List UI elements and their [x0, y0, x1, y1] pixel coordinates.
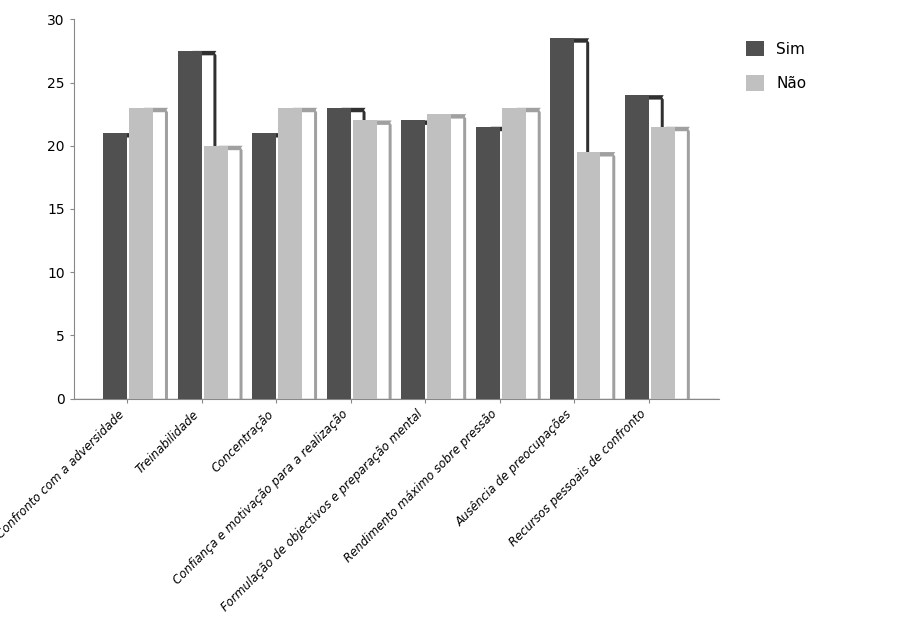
- Bar: [651, 127, 675, 399]
- Polygon shape: [216, 146, 242, 150]
- Polygon shape: [338, 108, 365, 113]
- Polygon shape: [562, 39, 589, 42]
- Bar: [550, 39, 574, 399]
- Bar: [476, 127, 500, 399]
- Polygon shape: [586, 39, 589, 403]
- Polygon shape: [612, 152, 615, 403]
- Polygon shape: [115, 133, 142, 138]
- Polygon shape: [687, 127, 690, 403]
- Legend: Sim, Não: Sim, Não: [739, 35, 812, 97]
- Polygon shape: [512, 127, 514, 403]
- Bar: [502, 108, 526, 399]
- Polygon shape: [514, 108, 540, 113]
- Polygon shape: [165, 108, 168, 403]
- Bar: [178, 51, 202, 399]
- Polygon shape: [213, 51, 217, 403]
- Polygon shape: [362, 108, 365, 403]
- Polygon shape: [413, 120, 440, 125]
- Polygon shape: [538, 108, 540, 403]
- Bar: [103, 133, 127, 399]
- Polygon shape: [661, 95, 664, 403]
- Bar: [625, 95, 649, 399]
- Polygon shape: [190, 51, 217, 55]
- Polygon shape: [264, 133, 291, 138]
- Bar: [204, 146, 228, 399]
- Polygon shape: [314, 108, 317, 403]
- Bar: [428, 114, 451, 399]
- Polygon shape: [290, 108, 317, 113]
- Polygon shape: [488, 127, 514, 131]
- Bar: [278, 108, 302, 399]
- Bar: [576, 152, 600, 399]
- Polygon shape: [437, 120, 440, 403]
- Polygon shape: [365, 120, 392, 125]
- Polygon shape: [139, 133, 142, 403]
- Polygon shape: [463, 114, 467, 403]
- Polygon shape: [240, 146, 242, 403]
- Bar: [326, 108, 350, 399]
- Bar: [129, 108, 153, 399]
- Polygon shape: [663, 127, 690, 131]
- Bar: [253, 133, 276, 399]
- Polygon shape: [439, 114, 467, 118]
- Polygon shape: [637, 95, 664, 100]
- Polygon shape: [588, 152, 615, 156]
- Polygon shape: [288, 133, 291, 403]
- Polygon shape: [389, 120, 392, 403]
- Bar: [353, 120, 377, 399]
- Polygon shape: [141, 108, 168, 113]
- Bar: [401, 120, 425, 399]
